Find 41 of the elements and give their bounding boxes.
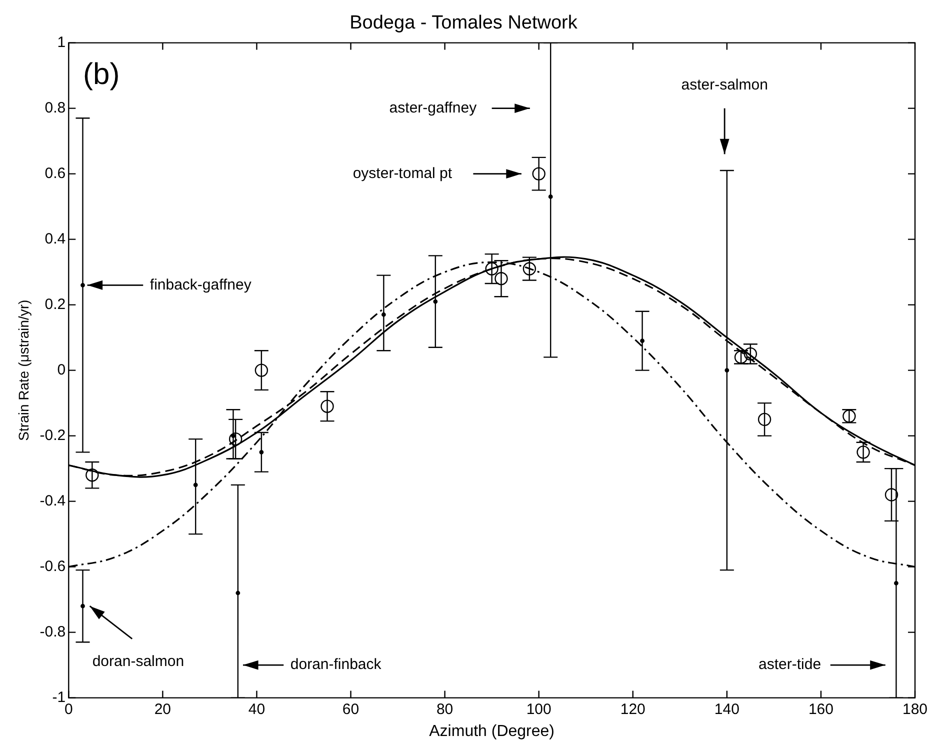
- y-tick-label: 0.2: [44, 296, 66, 313]
- y-tick-label: 1: [57, 34, 66, 51]
- annotation: aster-gaffney: [389, 99, 478, 116]
- x-tick-label: 40: [248, 700, 266, 718]
- y-tick-label: -0.4: [40, 492, 66, 510]
- y-tick-label: 0: [57, 361, 66, 378]
- annotation: aster-salmon: [681, 76, 768, 94]
- y-tick-label: -0.8: [40, 623, 66, 640]
- x-tick-label: 180: [902, 700, 928, 718]
- point: [884, 488, 898, 502]
- x-tick-label: 120: [620, 700, 646, 718]
- y-tick-label: 0.6: [44, 164, 66, 182]
- y-tick-label: -0.2: [40, 426, 66, 444]
- annotation: aster-tide: [758, 656, 822, 674]
- x-tick-label: 60: [342, 700, 360, 718]
- annotation: oyster-tomal pt: [352, 164, 453, 182]
- x-tick-label: 80: [436, 700, 454, 718]
- x-tick-label: 20: [154, 700, 172, 718]
- y-tick-label: 0.8: [44, 99, 66, 116]
- y-tick-label: 0.4: [44, 230, 66, 248]
- point: [522, 262, 536, 276]
- annotation: doran-finback: [290, 656, 382, 674]
- point: [86, 468, 99, 482]
- y-tick-label: -1: [52, 688, 66, 706]
- x-tick-label: 160: [808, 700, 834, 718]
- y-tick-label: -0.6: [40, 558, 66, 575]
- point: [254, 364, 268, 377]
- x-tick-label: 140: [714, 700, 740, 718]
- point: [320, 400, 334, 413]
- chart-title: Bodega - Tomales Network: [350, 12, 578, 34]
- point: [532, 167, 546, 180]
- point: [758, 412, 772, 426]
- annotation: doran-salmon: [92, 652, 184, 670]
- point: [494, 272, 508, 286]
- point: [228, 432, 242, 446]
- x-tick-label: 100: [526, 700, 552, 718]
- annotation: (b): [83, 58, 120, 91]
- annotation: finback-gaffney: [150, 276, 252, 294]
- point: [485, 262, 498, 276]
- y-axis-title: Strain Rate (μstrain/yr): [15, 300, 32, 441]
- x-axis-title: Azimuth (Degree): [429, 722, 555, 740]
